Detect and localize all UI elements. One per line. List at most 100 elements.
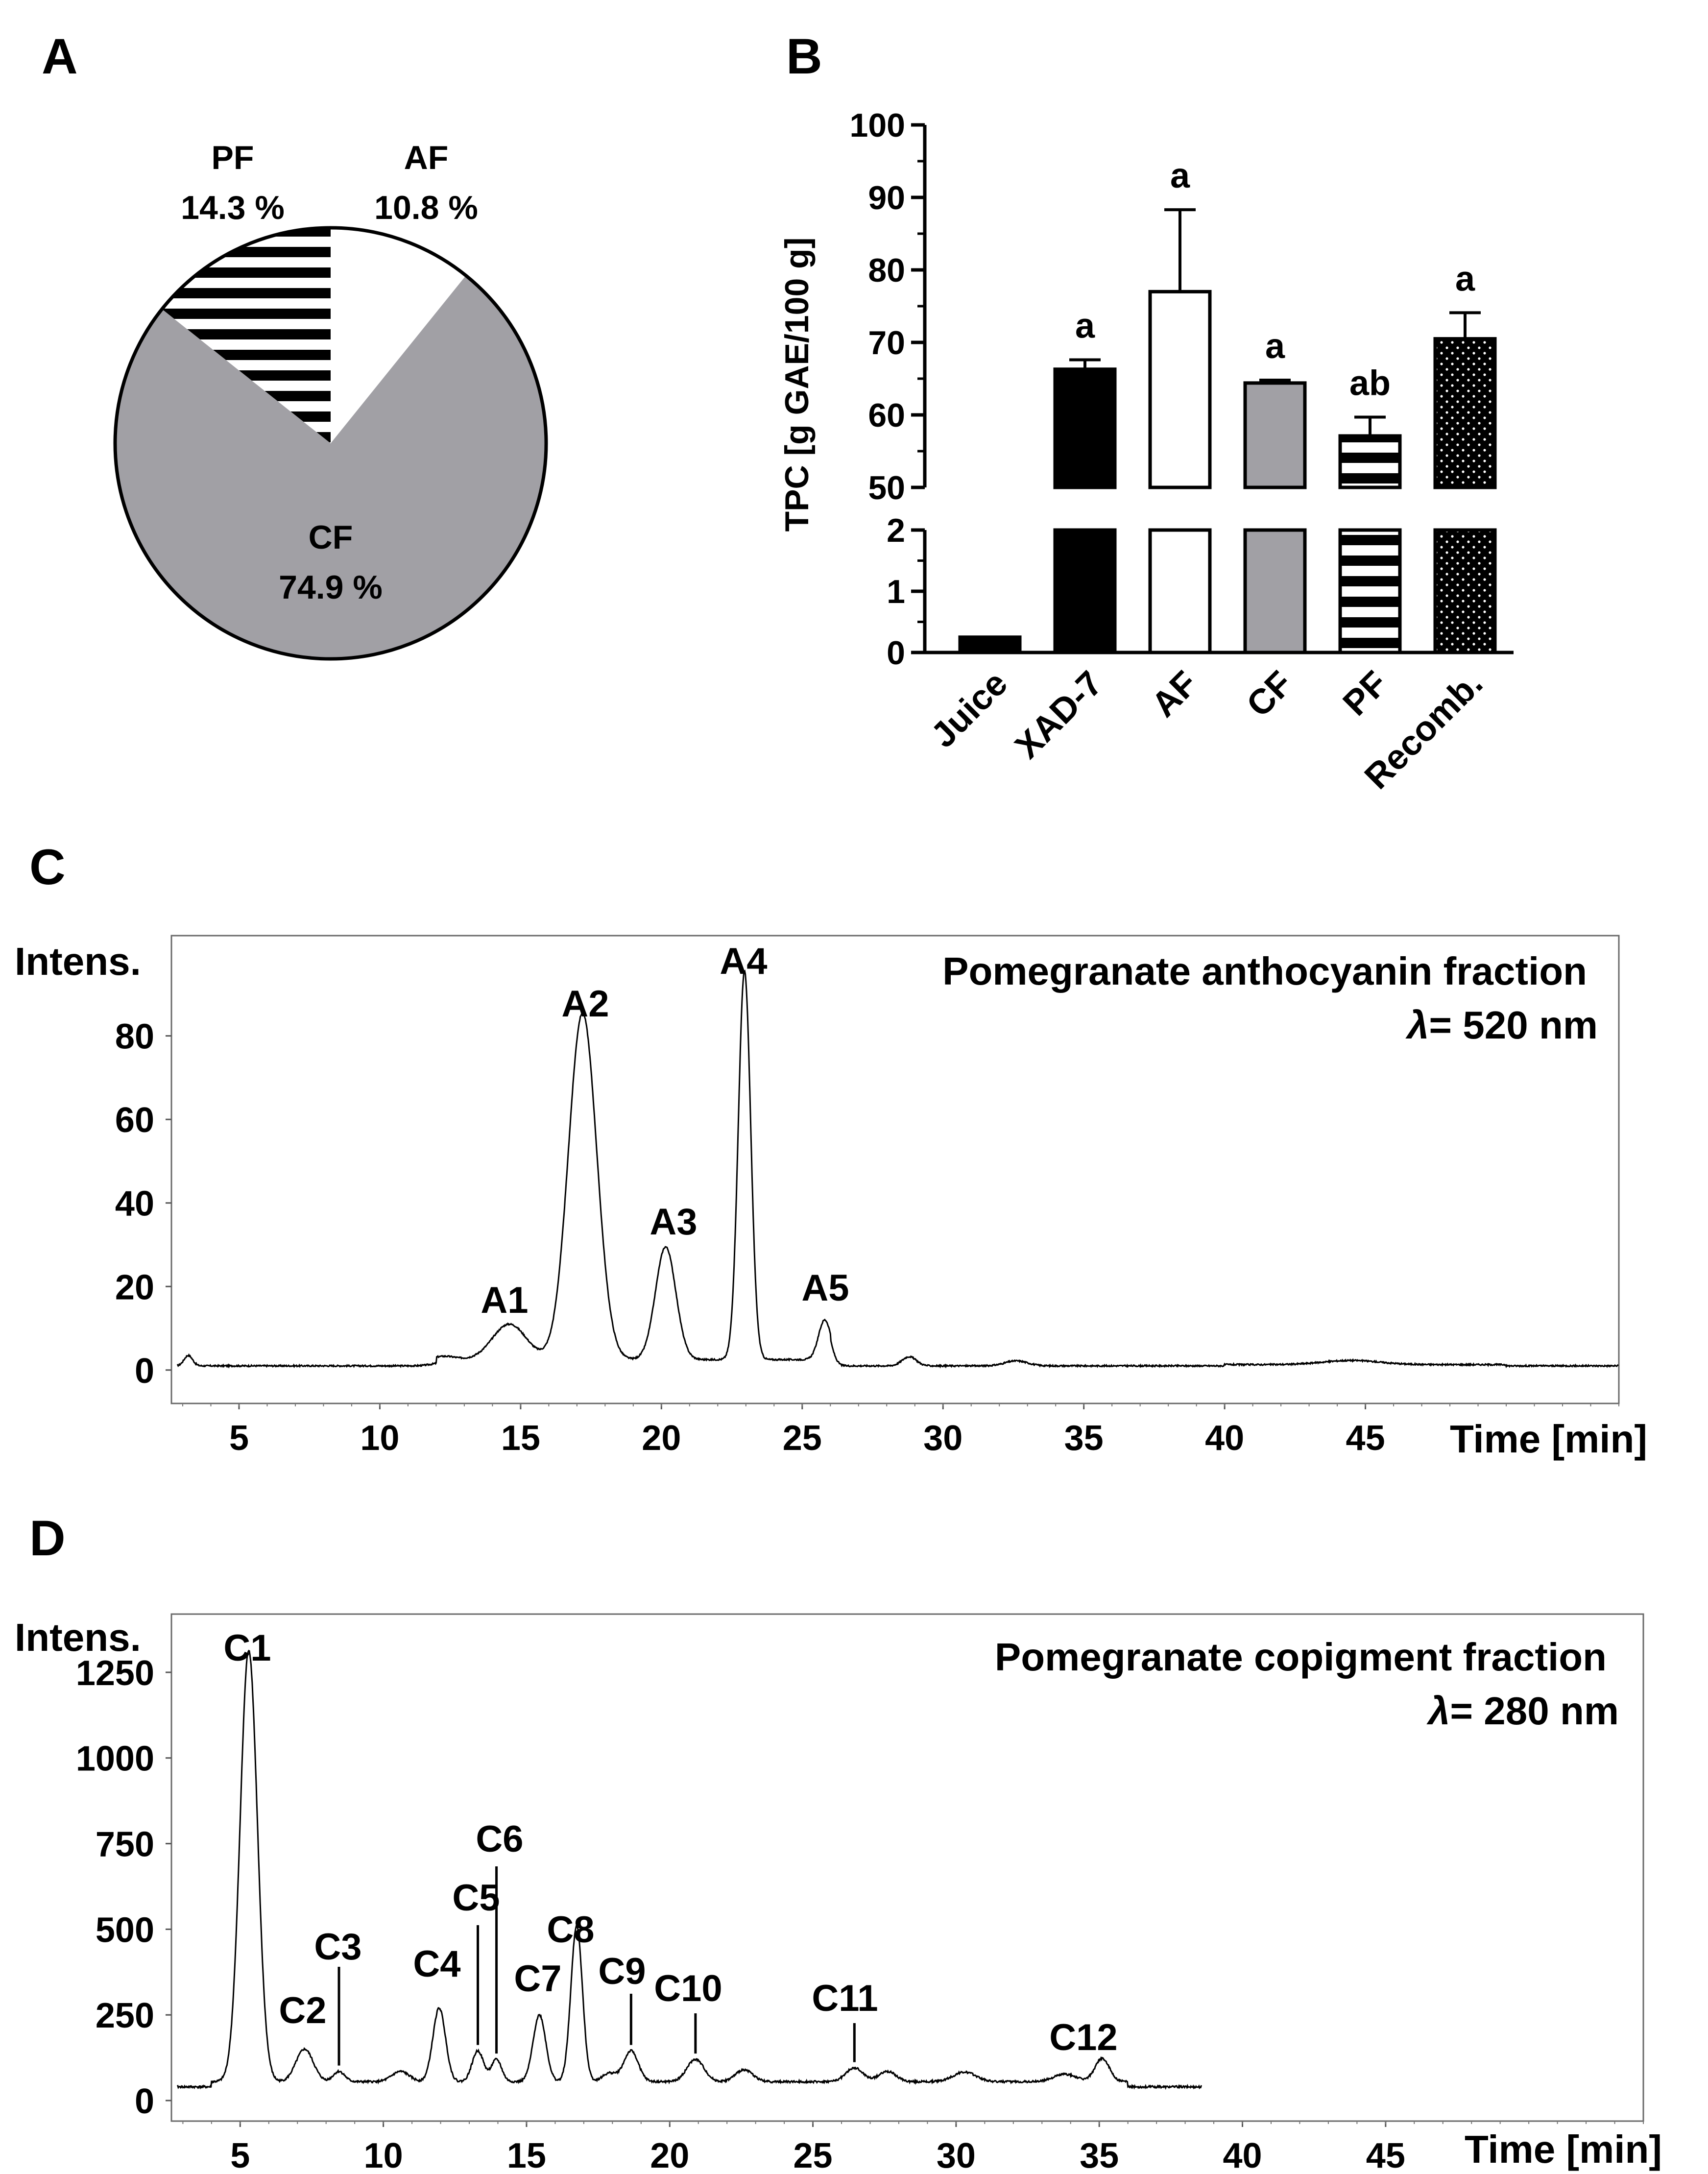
chrom-c-y-tick-label: 60: [115, 1101, 154, 1140]
chrom-c-x-tick-label: 30: [923, 1419, 962, 1458]
chrom-c-x-tick-label: 20: [642, 1419, 681, 1458]
bar-xad7-upper: [1053, 367, 1117, 489]
chromatogram-c: 5 10 15 20 25 30 35 40 45 0 20 40 60 80 A1 A2 A3 A4 A5: [115, 935, 1620, 1458]
chrom-d-peak-label-c9: C9: [598, 1951, 646, 1992]
chrom-d-peak-label-c8: C8: [547, 1909, 594, 1951]
bar-recomb-upper: [1433, 337, 1497, 489]
bar-category-label-xad7: XAD-7: [1008, 664, 1110, 766]
chrom-c-x-tick-label: 25: [783, 1419, 822, 1458]
chrom-c-frame: [170, 935, 1620, 1404]
pie-slice-cf: [115, 275, 546, 659]
panel-d: D 5 10 15 20 25 30 35 40 45 0 250 500 750 1000 1250 C1 C…: [15, 1510, 1662, 2174]
bar-y-tick-label: 80: [868, 252, 905, 289]
chrom-d-peak-label-c6: C6: [476, 1818, 523, 1860]
bar-category-label-af: AF: [1144, 664, 1205, 725]
bar-cf-significance: a: [1265, 327, 1285, 366]
chrom-c-y-axis-label: Intens.: [15, 940, 141, 983]
bar-y-tick-label: 1: [887, 573, 905, 610]
chrom-d-x-tick-label: 45: [1366, 2136, 1405, 2174]
panel-b: B 50 60 70 80 90 100 0 1 2 Juice a XAD-7 a AF a CF ab PF a…: [778, 28, 1514, 797]
bar-y-tick-label: 2: [887, 512, 905, 549]
panel-a: A AF 10.8 % CF 74.9 % PF 14.3 %: [42, 28, 548, 661]
chrom-c-x-axis-label: Time [min]: [1450, 1417, 1647, 1461]
bar-pf-upper: [1338, 434, 1402, 489]
bar-recomb-significance: a: [1455, 259, 1475, 298]
bar-y-tick-label: 60: [868, 397, 905, 434]
pie-chart: AF 10.8 % CF 74.9 % PF 14.3 %: [113, 139, 548, 661]
bar-cf-lower: [1243, 528, 1307, 654]
bar-xad7-significance: a: [1075, 307, 1095, 346]
chrom-d-peak-label-c11: C11: [812, 1978, 878, 2019]
chrom-c-wavelength-value: = 520 nm: [1429, 1003, 1598, 1047]
chrom-d-title: Pomegranate copigment fraction: [995, 1635, 1607, 1679]
pie-label-pf: PF: [212, 139, 254, 176]
chrom-c-trace: [176, 969, 1619, 1369]
panel-label-c: C: [29, 839, 66, 895]
chrom-c-peak-label-a4: A4: [720, 941, 767, 982]
bar-y-tick-label: 50: [868, 469, 905, 507]
chrom-d-x-tick-label: 40: [1223, 2136, 1262, 2174]
chrom-c-title: Pomegranate anthocyanin fraction: [942, 949, 1587, 993]
pie-pct-cf: 74.9 %: [279, 569, 383, 606]
chrom-d-y-tick-label: 250: [96, 1996, 154, 2035]
bar-chart: 5060708090100012JuiceaXAD-7aAFaCFabPFaRe…: [850, 107, 1514, 797]
chrom-d-x-axis-label: Time [min]: [1465, 2127, 1662, 2171]
chrom-d-x-tick-label: 35: [1080, 2136, 1119, 2174]
bar-category-label-pf: PF: [1336, 664, 1395, 724]
chrom-d-frame: [170, 1613, 1644, 2122]
bar-recomb-lower: [1433, 528, 1497, 654]
chromatogram-d: 5 10 15 20 25 30 35 40 45 0 250 500 750 1000 1250 C1 C2 C…: [76, 1613, 1644, 2174]
chrom-d-y-tick-label: 0: [135, 2082, 154, 2121]
chrom-c-lambda: λ: [1405, 1003, 1429, 1047]
bar-category-label-juice: Juice: [924, 664, 1015, 755]
bar-xad7-lower: [1053, 528, 1117, 654]
chrom-d-y-tick-label: 750: [96, 1825, 154, 1864]
chrom-d-peak-label-c12: C12: [1049, 2017, 1117, 2058]
bar-pf-lower: [1338, 528, 1402, 654]
bar-y-tick-label: 0: [887, 634, 905, 672]
bar-af-lower: [1148, 528, 1212, 654]
chrom-d-wavelength-value: = 280 nm: [1450, 1689, 1619, 1733]
pie-outline: [113, 226, 548, 661]
bar-y-tick-label: 100: [850, 107, 905, 144]
chrom-c-wavelength: λ= 520 nm: [1405, 1003, 1598, 1047]
pie-slice-af: [331, 228, 466, 443]
chrom-c-x-tick-label: 40: [1205, 1419, 1244, 1458]
chrom-d-y-tick-label: 500: [96, 1910, 154, 1950]
chrom-d-peak-label-c4: C4: [413, 1943, 460, 1985]
chrom-d-x-tick-label: 30: [937, 2136, 976, 2174]
chrom-d-peak-label-c7: C7: [514, 1958, 561, 2000]
chrom-c-y-tick-label: 40: [115, 1184, 154, 1224]
chrom-d-y-tick-label: 1000: [76, 1739, 154, 1779]
pie-pct-pf: 14.3 %: [181, 189, 285, 226]
chrom-d-peak-label-c5: C5: [452, 1877, 500, 1919]
panel-label-b: B: [786, 28, 822, 84]
chrom-d-y-axis-label: Intens.: [15, 1616, 141, 1659]
bar-juice: [958, 635, 1022, 654]
chrom-d-x-tick-label: 5: [230, 2136, 250, 2174]
chrom-d-x-tick-label: 25: [794, 2136, 833, 2174]
bar-y-tick-label: 70: [868, 324, 905, 362]
chrom-c-y-tick-label: 0: [135, 1352, 154, 1391]
bar-pf-significance: ab: [1349, 363, 1391, 403]
chrom-d-wavelength: λ= 280 nm: [1426, 1689, 1619, 1733]
chrom-d-x-tick-label: 10: [364, 2136, 403, 2174]
chrom-c-y-tick-label: 80: [115, 1017, 154, 1057]
pie-label-cf: CF: [309, 519, 353, 556]
chrom-c-peak-label-a5: A5: [801, 1267, 849, 1309]
chrom-c-x-tick-label: 45: [1346, 1419, 1385, 1458]
chrom-d-trace: [177, 1649, 1202, 2090]
chrom-d-lambda: λ: [1426, 1689, 1450, 1733]
pie-label-af: AF: [404, 139, 449, 176]
bar-category-label-cf: CF: [1239, 664, 1300, 725]
chrom-c-x-tick-label: 5: [229, 1419, 249, 1458]
bar-af-upper: [1148, 290, 1212, 489]
chrom-c-x-tick-label: 15: [501, 1419, 540, 1458]
chrom-c-peak-label-a1: A1: [481, 1280, 528, 1321]
panel-label-a: A: [42, 28, 78, 84]
chrom-d-peak-label-c10: C10: [654, 1968, 722, 2009]
chrom-d-peak-label-c3: C3: [314, 1926, 361, 1968]
bar-y-tick-label: 90: [868, 179, 905, 217]
chrom-c-y-tick-label: 20: [115, 1268, 154, 1307]
chrom-c-x-tick-label: 10: [360, 1419, 399, 1458]
